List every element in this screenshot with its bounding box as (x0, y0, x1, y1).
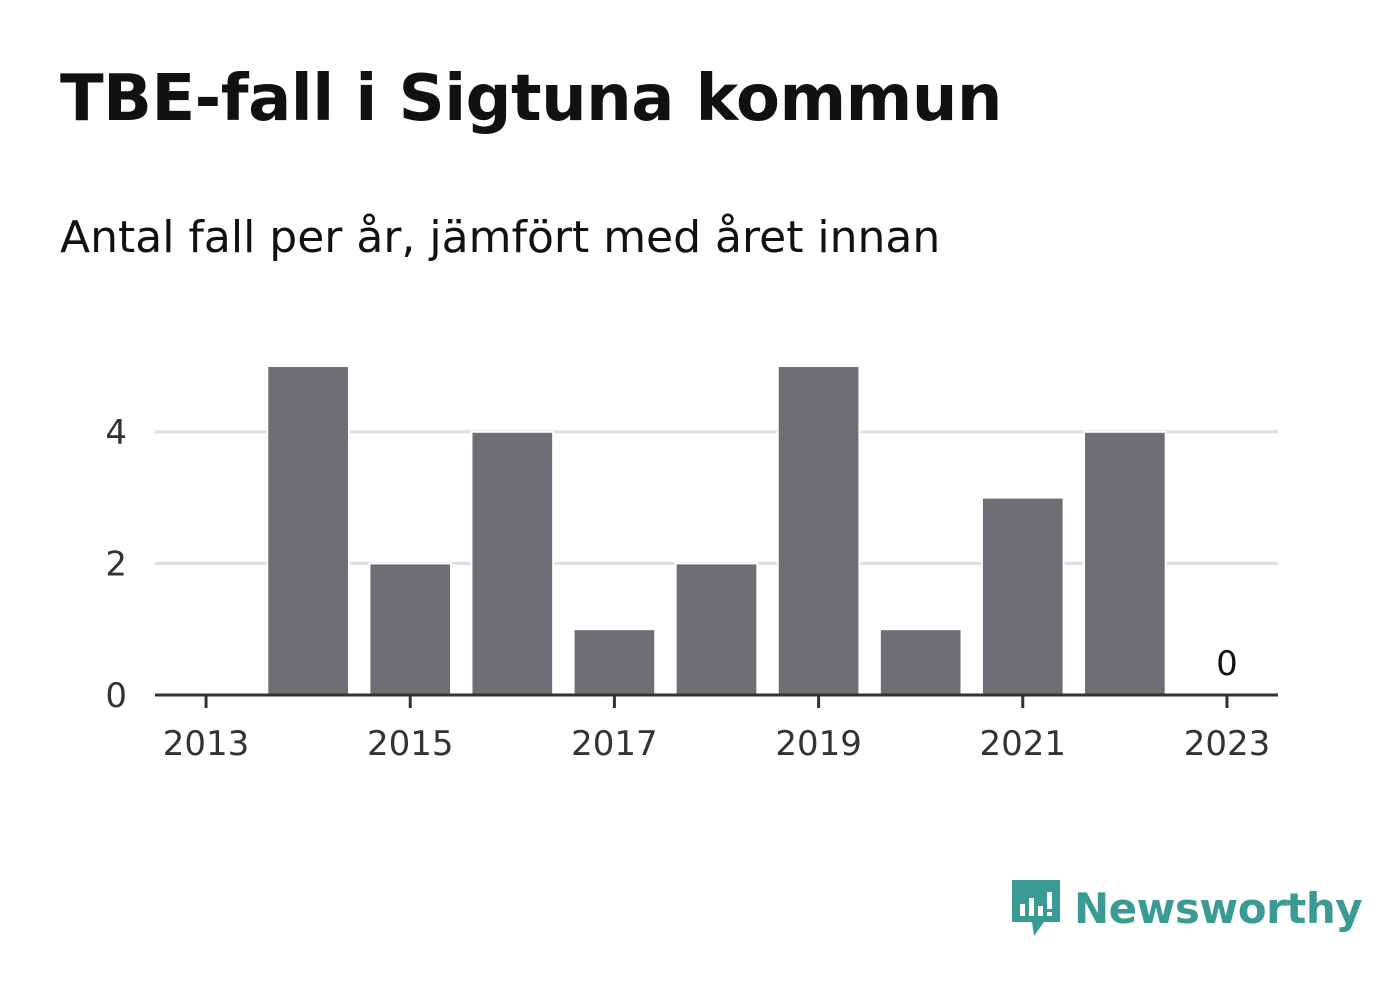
y-axis-labels: 0 2 4 (105, 413, 127, 716)
bar-2021 (980, 496, 1065, 696)
data-label: 0 (1216, 644, 1238, 684)
x-tick-label: 2017 (571, 724, 658, 764)
newsworthy-logo: Newsworthy (1010, 878, 1363, 938)
y-tick-label: 0 (105, 676, 127, 716)
x-tick-label: 2023 (1184, 724, 1271, 764)
data-labels: 0 (1216, 644, 1238, 684)
x-tick-label: 2013 (163, 724, 250, 764)
brand-name: Newsworthy (1074, 883, 1363, 933)
bar-2016 (470, 430, 555, 696)
bar-2014 (266, 365, 350, 696)
bar-2020 (878, 628, 963, 697)
x-tick-label: 2015 (367, 724, 454, 764)
y-tick-label: 2 (105, 544, 127, 584)
newsworthy-bar-chart-icon (1012, 880, 1060, 936)
bars (266, 365, 1167, 697)
y-tick-label: 4 (105, 413, 127, 453)
x-tick-label: 2021 (980, 724, 1067, 764)
bar-2018 (674, 562, 759, 697)
bar-2019 (776, 365, 861, 696)
x-axis-labels: 2013 2015 2017 2019 2021 2023 (163, 724, 1270, 764)
x-tick-label: 2019 (775, 724, 862, 764)
bar-2017 (572, 628, 657, 697)
bar-2022 (1083, 430, 1167, 696)
chart-title: TBE-fall i Sigtuna kommun (60, 62, 1002, 136)
bar-2015 (368, 562, 453, 697)
chart-subtitle: Antal fall per år, jämfört med året inna… (60, 212, 941, 263)
x-axis (155, 693, 1278, 708)
